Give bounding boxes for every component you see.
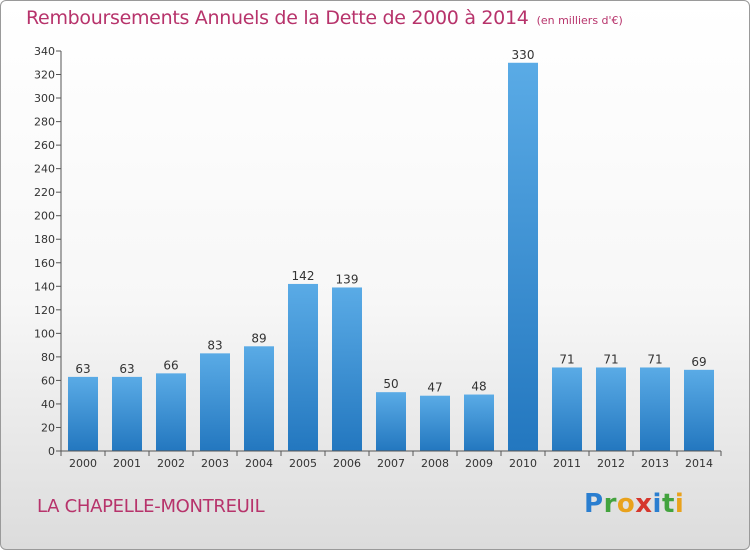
y-tick-label: 20 <box>41 421 55 434</box>
y-tick-label: 80 <box>41 351 55 364</box>
y-tick-label: 100 <box>34 327 55 340</box>
bars: 63 63 66 83 89 142 139 50 47 48 330 71 71 71 69 <box>68 48 714 451</box>
bar-value-label: 71 <box>647 352 662 366</box>
bar-value-label: 50 <box>383 377 398 391</box>
bar <box>464 394 494 451</box>
x-tick-label: 2014 <box>685 457 713 470</box>
y-tick-label: 300 <box>34 92 55 105</box>
x-tick-label: 2007 <box>377 457 405 470</box>
x-tick-label: 2004 <box>245 457 273 470</box>
x-tick-label: 2009 <box>465 457 493 470</box>
y-tick-label: 280 <box>34 116 55 129</box>
x-tick-label: 2010 <box>509 457 537 470</box>
bar <box>332 287 362 451</box>
bar <box>156 373 186 451</box>
logo-letter: i <box>652 489 662 519</box>
commune-name: LA CHAPELLE-MONTREUIL <box>37 496 265 517</box>
bar <box>376 392 406 451</box>
bar-value-label: 139 <box>336 272 359 286</box>
y-tick-label: 160 <box>34 257 55 270</box>
x-tick-label: 2006 <box>333 457 361 470</box>
bar <box>640 367 670 451</box>
x-tick-label: 2002 <box>157 457 185 470</box>
y-tick-label: 320 <box>34 69 55 82</box>
y-tick-label: 140 <box>34 280 55 293</box>
bar <box>112 376 142 451</box>
x-tick-label: 2008 <box>421 457 449 470</box>
y-tick-label: 200 <box>34 210 55 223</box>
bar <box>68 376 98 451</box>
x-tick-label: 2012 <box>597 457 625 470</box>
x-tick-label: 2001 <box>113 457 141 470</box>
y-tick-label: 60 <box>41 374 55 387</box>
x-tick-label: 2005 <box>289 457 317 470</box>
x-tick-label: 2003 <box>201 457 229 470</box>
bar <box>200 353 230 451</box>
x-axis: 2000 2001 2002 2003 2004 2005 2006 2007 2008 2009… <box>60 450 722 470</box>
bar <box>508 62 538 451</box>
bar <box>684 369 714 451</box>
bar <box>244 346 274 451</box>
logo-letter: o <box>616 489 636 519</box>
chart-title: Remboursements Annuels de la Dette de 20… <box>26 7 623 29</box>
logo-letter: P <box>584 489 604 519</box>
y-tick-label: 220 <box>34 186 55 199</box>
bar-value-label: 66 <box>163 358 178 372</box>
bar <box>288 283 318 451</box>
logo-letter: x <box>635 489 653 519</box>
y-tick-label: 240 <box>34 163 55 176</box>
bar-value-label: 330 <box>512 48 535 62</box>
y-tick-label: 120 <box>34 304 55 317</box>
x-tick-label: 2011 <box>553 457 581 470</box>
y-tick-label: 0 <box>48 445 55 458</box>
y-tick-label: 340 <box>34 45 55 58</box>
y-axis: 0 20 40 60 80 100 120 140 160 180 200 220 240 260 280 3… <box>34 45 62 458</box>
bar <box>420 395 450 451</box>
logo-letter: r <box>603 489 617 519</box>
bar-value-label: 48 <box>471 380 486 394</box>
bar-value-label: 69 <box>691 355 706 369</box>
bar-value-label: 89 <box>251 331 266 345</box>
bar-value-label: 63 <box>119 362 134 376</box>
bar-value-label: 47 <box>427 381 442 395</box>
y-tick-label: 260 <box>34 139 55 152</box>
bar <box>552 367 582 451</box>
x-tick-label: 2013 <box>641 457 669 470</box>
y-tick-label: 180 <box>34 233 55 246</box>
chart-title-text: Remboursements Annuels de la Dette de 20… <box>26 7 529 29</box>
x-tick-label: 2000 <box>69 457 97 470</box>
bar-value-label: 142 <box>292 269 315 283</box>
bar <box>596 367 626 451</box>
bar-value-label: 63 <box>75 362 90 376</box>
bar-value-label: 83 <box>207 338 222 352</box>
chart-unit: (en milliers d'€) <box>536 14 623 27</box>
bar-value-label: 71 <box>559 352 574 366</box>
proxiti-logo: Proxiti <box>584 489 684 519</box>
y-tick-label: 40 <box>41 398 55 411</box>
bar-value-label: 71 <box>603 352 618 366</box>
logo-letter: i <box>674 489 685 519</box>
logo-letter: t <box>661 489 675 519</box>
